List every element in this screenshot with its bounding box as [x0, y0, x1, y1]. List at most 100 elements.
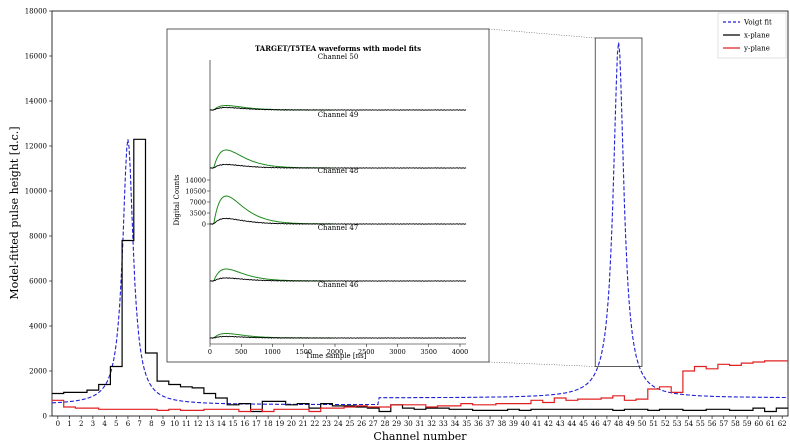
inset-waveform: [209, 106, 467, 111]
legend: Voigt fit x-plane y-plane: [717, 12, 787, 59]
x-tick-label: 10: [170, 420, 179, 428]
x-tick-label: 40: [521, 420, 530, 428]
x-tick-label: 49: [626, 420, 635, 428]
x-tick-label: 57: [719, 420, 728, 428]
x-tick-label: 59: [743, 420, 752, 428]
y-tick-label: 8000: [29, 233, 47, 241]
series-y-plane: [52, 360, 788, 413]
x-tick-label: 36: [474, 420, 483, 428]
x-tick-label: 26: [357, 420, 366, 428]
series-layer: [51, 42, 788, 413]
inset-x-tick-label: 2000: [327, 348, 344, 356]
x-tick-label: 21: [299, 420, 308, 428]
series-voigt-fit: [51, 42, 788, 406]
y-axis-ticks: 0 2000 4000 6000 8000 10000 12000 14000 16000 180…: [25, 8, 52, 421]
main-plot-area: 0 1 2 3 4 5 6 7 8 9 10 11 12 13 14 15 16 17 18 19 20 21 22 23 24…: [8, 8, 789, 443]
x-tick-label: 30: [404, 420, 413, 428]
inset-x-tick-label: 4000: [452, 348, 469, 356]
x-tick-label: 29: [392, 420, 401, 428]
x-tick-label: 25: [345, 420, 354, 428]
y-axis-label: Model-fitted pulse height [d.c.]: [8, 126, 21, 299]
inset-waveform: [209, 217, 467, 225]
x-tick-label: 35: [462, 420, 471, 428]
x-axis-ticks: 0 1 2 3 4 5 6 7 8 9 10 11 12 13 14 15 16 17 18 19 20 21 22 23 24…: [56, 416, 787, 428]
x-tick-label: 22: [310, 420, 319, 428]
series-x-plane: [52, 138, 788, 413]
inset-panel-label: Channel 48: [318, 167, 359, 175]
y-tick-label: 6000: [29, 278, 47, 286]
x-tick-label: 20: [287, 420, 296, 428]
zoom-region: [594, 37, 643, 367]
x-tick-label: 47: [602, 420, 611, 428]
inset-y-tick-label: 14000: [185, 176, 206, 184]
x-tick-label: 15: [229, 420, 238, 428]
inset-panels: Channel 50 Channel 49 Channel 48 Channel 47…: [209, 53, 467, 339]
x-tick-label: 58: [731, 420, 740, 428]
x-tick-label: 44: [567, 420, 576, 428]
x-tick-label: 51: [649, 420, 658, 428]
x-tick-label: 3: [91, 420, 95, 428]
x-tick-label: 52: [661, 420, 670, 428]
inset-panel-label: Channel 46: [318, 281, 359, 289]
x-axis-label: Channel number: [373, 430, 467, 443]
zoom-connector-bottom: [488, 361, 596, 367]
x-tick-label: 56: [708, 420, 717, 428]
x-tick-label: 2: [79, 420, 83, 428]
inset-x-tick-label: 0: [208, 348, 212, 356]
inset-x-tick-label: 2500: [358, 348, 375, 356]
x-tick-label: 18: [264, 420, 273, 428]
y-tick-label: 16000: [25, 53, 47, 61]
legend-entry: Voigt fit: [743, 19, 772, 27]
x-tick-label: 9: [161, 420, 165, 428]
y-tick-label: 10000: [25, 188, 47, 196]
inset-x-tick-label: 1500: [295, 348, 312, 356]
inset-axes: 0 500 1000 1500 2000 2500 3000 3500 4000 0 3500 700…: [185, 60, 468, 356]
x-tick-label: 7: [137, 420, 141, 428]
y-tick-label: 18000: [25, 8, 47, 16]
y-tick-label: 0: [43, 413, 47, 421]
x-tick-label: 48: [614, 420, 623, 428]
zoom-box: [488, 28, 643, 367]
inset-x-label: Time sample [ns]: [306, 352, 367, 360]
x-tick-label: 45: [579, 420, 588, 428]
x-tick-label: 33: [439, 420, 448, 428]
y-tick-label: 14000: [25, 98, 47, 106]
legend-entry: x-plane: [744, 32, 770, 40]
inset-y-label: Digital Counts: [173, 174, 181, 225]
x-tick-label: 50: [638, 420, 647, 428]
x-tick-label: 42: [544, 420, 553, 428]
inset-panel-label: Channel 50: [318, 53, 359, 61]
x-tick-label: 37: [486, 420, 495, 428]
x-tick-label: 14: [217, 420, 226, 428]
x-tick-label: 43: [556, 420, 565, 428]
x-tick-label: 24: [334, 420, 343, 428]
inset-waveform: [209, 163, 467, 169]
y-tick-label: 4000: [29, 323, 47, 331]
x-tick-label: 53: [673, 420, 682, 428]
inset-x-tick-label: 3500: [420, 348, 437, 356]
x-tick-label: 55: [696, 420, 705, 428]
inset-panel-label: Channel 47: [318, 224, 359, 232]
x-tick-label: 28: [380, 420, 389, 428]
inset-y-tick-label: 3500: [189, 209, 206, 217]
x-tick-label: 1: [67, 420, 71, 428]
x-tick-label: 5: [114, 420, 118, 428]
inset-plot: TARGET/T5TEA waveforms with model fits C…: [166, 28, 490, 363]
inset-waveform: [209, 277, 467, 282]
inset-background: [166, 28, 490, 363]
inset-y-tick-label: 0: [202, 220, 206, 228]
x-tick-label: 41: [532, 420, 541, 428]
x-tick-label: 19: [275, 420, 284, 428]
x-tick-label: 39: [509, 420, 518, 428]
inset-y-tick-label: 7000: [189, 198, 206, 206]
x-tick-label: 46: [591, 420, 600, 428]
y-tick-label: 12000: [25, 143, 47, 151]
inset-waveform: [209, 335, 467, 339]
x-tick-label: 23: [322, 420, 331, 428]
inset-title: TARGET/T5TEA waveforms with model fits: [255, 44, 421, 53]
x-tick-label: 13: [205, 420, 214, 428]
x-tick-label: 27: [369, 420, 378, 428]
x-tick-label: 12: [194, 420, 203, 428]
x-tick-label: 0: [56, 420, 60, 428]
